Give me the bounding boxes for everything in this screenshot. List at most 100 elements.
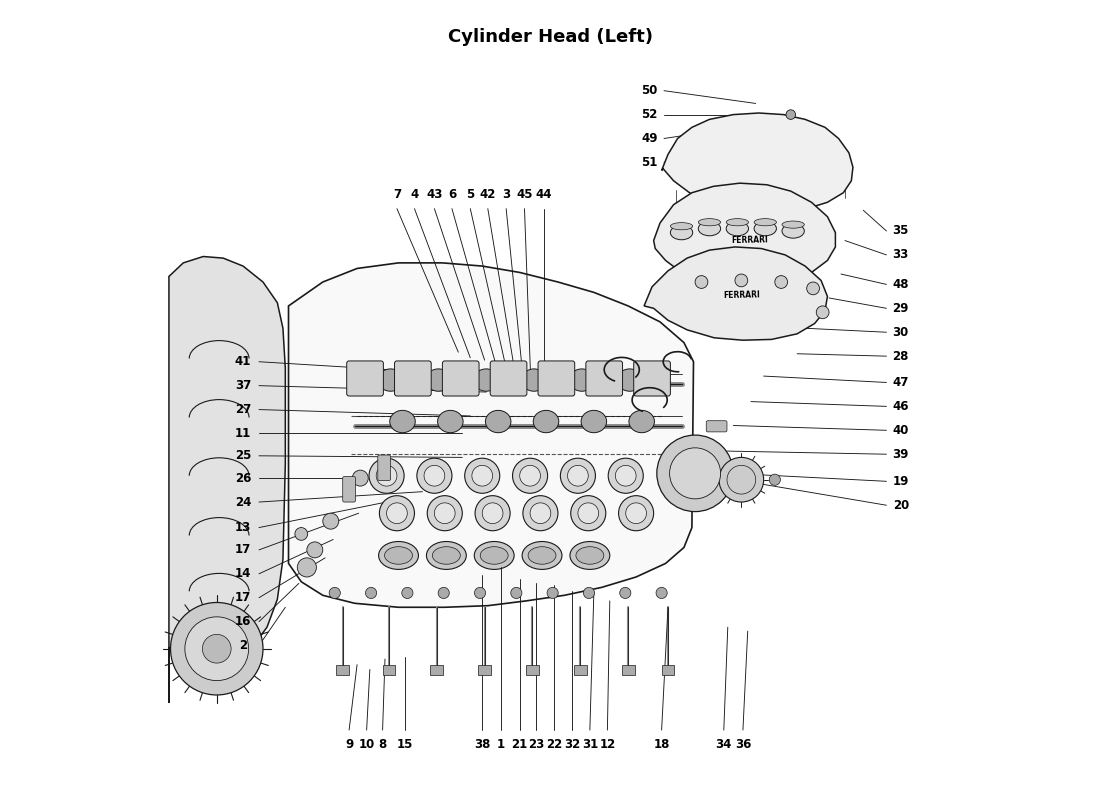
Bar [430,666,443,675]
Text: 22: 22 [546,738,562,751]
Circle shape [424,466,444,486]
Text: 17: 17 [235,591,251,604]
FancyBboxPatch shape [395,361,431,396]
Circle shape [695,276,708,288]
Circle shape [571,496,606,530]
Ellipse shape [698,218,720,226]
Circle shape [322,514,339,529]
Bar [337,666,349,675]
Text: 50: 50 [641,84,658,97]
Text: 35: 35 [892,225,909,238]
Text: 20: 20 [893,498,909,512]
FancyBboxPatch shape [377,455,390,481]
Ellipse shape [481,546,508,564]
Circle shape [352,470,368,486]
Ellipse shape [782,221,804,228]
Text: 45: 45 [516,188,532,201]
Circle shape [365,587,376,598]
Ellipse shape [629,410,654,433]
Ellipse shape [726,222,748,236]
Ellipse shape [378,542,418,570]
Ellipse shape [581,410,606,433]
Text: 6: 6 [448,188,456,201]
Text: 4: 4 [410,188,419,201]
Text: 19: 19 [892,475,909,488]
FancyBboxPatch shape [491,361,527,396]
Ellipse shape [474,542,514,570]
Text: 39: 39 [892,448,909,461]
Text: 44: 44 [536,188,552,201]
Ellipse shape [432,546,460,564]
Circle shape [608,458,644,494]
Circle shape [402,587,412,598]
Ellipse shape [426,369,451,391]
Text: 18: 18 [653,738,670,751]
Circle shape [670,448,720,499]
Polygon shape [169,257,285,703]
Circle shape [376,466,397,486]
Circle shape [513,458,548,494]
Text: 24: 24 [235,495,251,509]
FancyBboxPatch shape [442,361,478,396]
Circle shape [568,466,588,486]
Text: 12: 12 [600,738,616,751]
Ellipse shape [521,369,547,391]
Text: 13: 13 [235,521,251,534]
Text: 29: 29 [892,302,909,315]
Circle shape [464,458,499,494]
Ellipse shape [782,224,804,238]
Text: 36: 36 [735,738,751,751]
Circle shape [307,542,322,558]
Text: 30: 30 [893,326,909,338]
Ellipse shape [528,546,556,564]
Circle shape [560,458,595,494]
Circle shape [472,466,493,486]
Text: 49: 49 [641,132,658,145]
Circle shape [368,458,404,494]
FancyBboxPatch shape [586,361,623,396]
Text: 26: 26 [235,472,251,485]
Ellipse shape [698,222,720,236]
Circle shape [786,110,795,119]
Bar [574,666,586,675]
Ellipse shape [522,542,562,570]
Circle shape [615,466,636,486]
Polygon shape [661,113,852,213]
Circle shape [816,306,829,318]
Text: 40: 40 [892,424,909,437]
Text: 23: 23 [528,738,544,751]
Circle shape [417,458,452,494]
Circle shape [474,587,485,598]
Circle shape [379,496,415,530]
Circle shape [170,602,263,695]
Text: 15: 15 [397,738,414,751]
Circle shape [475,496,510,530]
Circle shape [185,617,249,681]
Circle shape [482,503,503,523]
FancyBboxPatch shape [634,361,670,396]
Text: 51: 51 [641,156,658,169]
Circle shape [519,466,540,486]
Text: 34: 34 [716,738,732,751]
Ellipse shape [534,410,559,433]
Text: 11: 11 [235,427,251,440]
Circle shape [427,496,462,530]
Ellipse shape [617,369,642,391]
FancyBboxPatch shape [343,477,355,502]
Circle shape [547,587,558,598]
Ellipse shape [389,410,416,433]
Circle shape [656,587,668,598]
Ellipse shape [576,546,604,564]
Circle shape [619,587,631,598]
Bar [383,666,395,675]
Circle shape [202,634,231,663]
Ellipse shape [755,222,777,236]
Text: 47: 47 [892,376,909,389]
Bar [621,666,635,675]
Circle shape [583,587,595,598]
Ellipse shape [427,542,466,570]
Ellipse shape [670,222,693,230]
Text: 42: 42 [480,188,496,201]
Ellipse shape [485,410,510,433]
FancyBboxPatch shape [346,361,384,396]
